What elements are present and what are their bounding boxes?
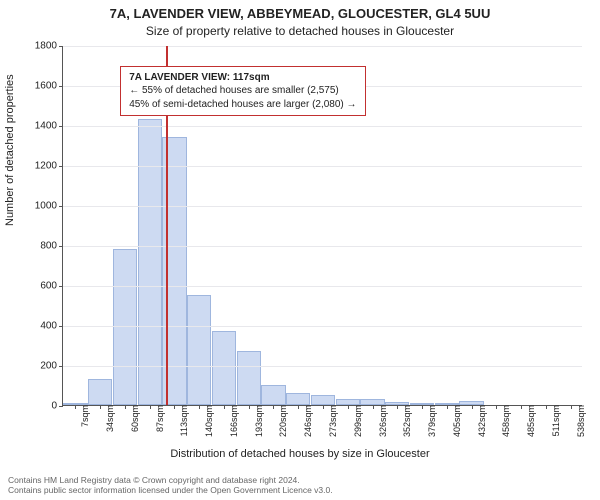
grid-line [63,126,582,127]
annotation-line-1: 7A LAVENDER VIEW: 117sqm [129,71,356,85]
x-tick-mark [422,405,423,409]
grid-line [63,206,582,207]
x-tick-label: 379sqm [425,405,437,437]
annotation-line-3: 45% of semi-detached houses are larger (… [129,98,356,112]
x-tick-mark [546,405,547,409]
histogram-bar [88,379,112,405]
x-tick-label: 166sqm [227,405,239,437]
x-tick-mark [150,405,151,409]
x-tick-label: 273sqm [326,405,338,437]
x-tick-label: 405sqm [450,405,462,437]
x-tick-label: 220sqm [276,405,288,437]
y-tick-label: 1000 [35,201,63,212]
y-tick-label: 400 [40,321,63,332]
y-axis-label: Number of detached properties [4,74,16,226]
x-tick-mark [521,405,522,409]
y-tick-label: 1200 [35,161,63,172]
y-tick-label: 1400 [35,121,63,132]
x-tick-label: 34sqm [103,405,115,432]
histogram-bar [113,249,137,405]
plot-area: 0200400600800100012001400160018007sqm34s… [62,46,582,406]
x-tick-label: 246sqm [301,405,313,437]
x-tick-mark [496,405,497,409]
x-tick-label: 87sqm [153,405,165,432]
x-tick-label: 113sqm [177,405,189,436]
x-tick-mark [571,405,572,409]
x-tick-mark [373,405,374,409]
x-tick-label: 299sqm [351,405,363,437]
footer-line-2: Contains public sector information licen… [8,485,333,496]
y-tick-label: 600 [40,281,63,292]
x-tick-label: 511sqm [549,405,561,436]
x-axis-label: Distribution of detached houses by size … [0,448,600,460]
grid-line [63,366,582,367]
x-tick-label: 352sqm [400,405,412,437]
histogram-bar [212,331,236,405]
histogram-bar [261,385,285,405]
grid-line [63,326,582,327]
histogram-bar [286,393,310,405]
histogram-bar [187,295,211,405]
footer: Contains HM Land Registry data © Crown c… [8,475,333,496]
x-tick-mark [75,405,76,409]
x-tick-label: 432sqm [475,405,487,437]
x-tick-label: 458sqm [499,405,511,437]
chart-title: 7A, LAVENDER VIEW, ABBEYMEAD, GLOUCESTER… [0,6,600,21]
x-tick-label: 538sqm [574,405,586,437]
chart-subtitle: Size of property relative to detached ho… [0,24,600,38]
x-tick-label: 140sqm [202,405,214,437]
histogram-bar [237,351,261,405]
histogram-bar [311,395,335,405]
x-tick-mark [348,405,349,409]
x-tick-mark [447,405,448,409]
grid-line [63,46,582,47]
x-tick-mark [397,405,398,409]
x-tick-mark [298,405,299,409]
y-tick-label: 1800 [35,41,63,52]
x-tick-label: 326sqm [376,405,388,437]
y-tick-label: 800 [40,241,63,252]
x-tick-mark [100,405,101,409]
x-tick-mark [249,405,250,409]
footer-line-1: Contains HM Land Registry data © Crown c… [8,475,333,486]
x-tick-mark [199,405,200,409]
grid-line [63,166,582,167]
x-tick-label: 7sqm [78,405,90,427]
y-tick-label: 0 [51,401,63,412]
x-tick-mark [472,405,473,409]
x-tick-mark [224,405,225,409]
x-tick-mark [273,405,274,409]
x-tick-mark [125,405,126,409]
x-tick-mark [323,405,324,409]
grid-line [63,246,582,247]
grid-line [63,286,582,287]
y-tick-label: 1600 [35,81,63,92]
chart-container: 7A, LAVENDER VIEW, ABBEYMEAD, GLOUCESTER… [0,0,600,500]
x-tick-label: 60sqm [128,405,140,432]
x-tick-label: 485sqm [524,405,536,437]
y-tick-label: 200 [40,361,63,372]
histogram-bar [138,119,162,405]
annotation-box: 7A LAVENDER VIEW: 117sqm ← 55% of detach… [120,66,365,117]
x-tick-label: 193sqm [252,405,264,437]
annotation-line-2: ← 55% of detached houses are smaller (2,… [129,84,356,98]
x-tick-mark [174,405,175,409]
